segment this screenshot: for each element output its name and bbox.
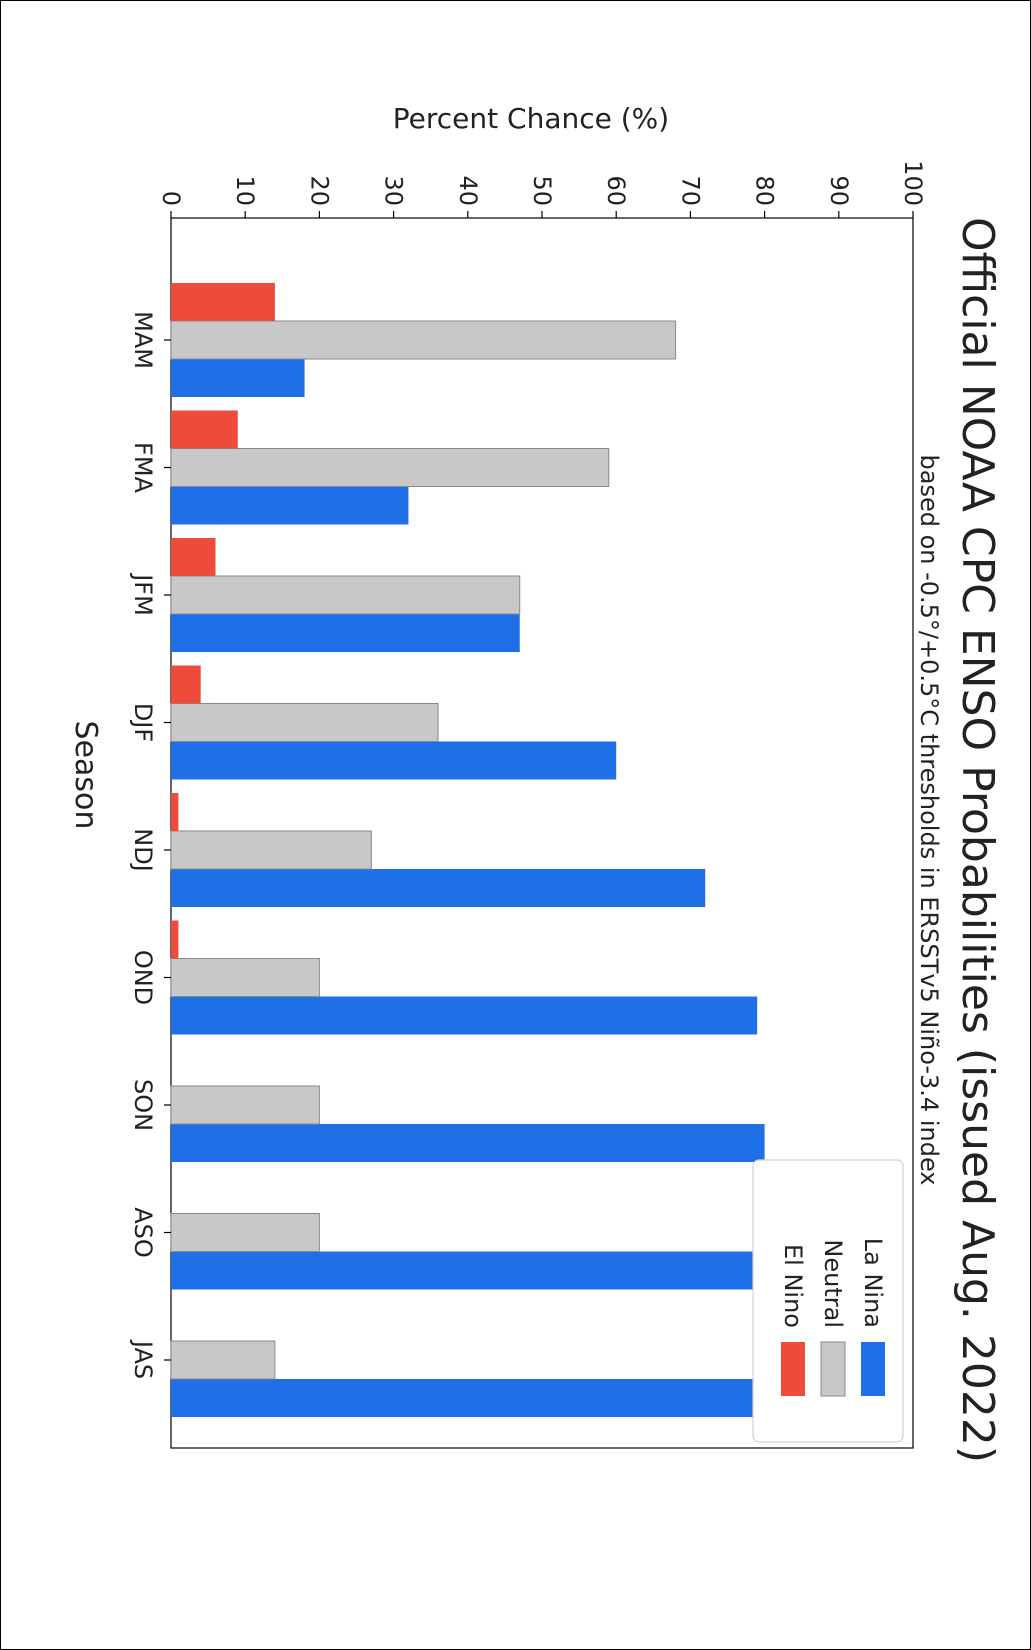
y-tick-label-70: 70 <box>676 175 704 206</box>
legend-label-el-nino: El Nino <box>779 1244 807 1328</box>
x-tick-label-jfm: JFM <box>129 572 157 616</box>
bar-el-nino-ond <box>170 920 179 959</box>
x-tick-label-fma: FMA <box>129 442 157 494</box>
y-tick-label-10: 10 <box>231 175 259 206</box>
bar-la-nina-jfm <box>171 614 520 652</box>
bar-la-nina-aso <box>171 1251 765 1290</box>
y-axis-ticks: 0 10 20 30 40 50 60 70 80 90 100 <box>157 160 927 218</box>
x-axis-label: Season <box>68 721 103 830</box>
legend-swatch-la-nina <box>861 1342 885 1396</box>
y-tick-label-20: 20 <box>305 175 333 206</box>
legend: La Nina Neutral El Nino <box>752 1159 904 1443</box>
y-tick-label-100: 100 <box>899 160 927 206</box>
x-tick-label-jas: JAS <box>129 1339 157 1379</box>
y-tick-label-60: 60 <box>602 175 630 206</box>
x-tick-label-djf: DJF <box>129 703 157 742</box>
bar-la-nina-djf <box>171 741 617 780</box>
bar-el-nino-jfm <box>171 538 216 576</box>
legend-swatch-el-nino <box>781 1342 805 1396</box>
chart-subtitle: based on -0.5°/+0.5°C thresholds in ERSS… <box>915 455 943 1186</box>
x-tick-label-mam: MAM <box>129 311 157 369</box>
bar-la-nina-fma <box>171 486 409 525</box>
x-tick-label-ndj: NDJ <box>129 828 157 872</box>
x-axis-ticks: JAS ASO SON OND NDJ DJF JFM FMA MAM <box>129 311 171 1379</box>
x-tick-label-ond: OND <box>129 950 157 1005</box>
bar-neutral-mam <box>170 320 677 360</box>
bar-neutral-ndj <box>170 830 372 870</box>
legend-swatch-neutral <box>820 1341 846 1397</box>
bar-neutral-fma <box>170 448 610 487</box>
legend-label-la-nina: La Nina <box>859 1238 887 1328</box>
bar-neutral-ond <box>170 958 320 997</box>
bar-el-nino-mam <box>171 283 275 321</box>
x-tick-label-aso: ASO <box>129 1207 157 1258</box>
x-tick-label-son: SON <box>129 1079 157 1131</box>
y-axis-label: Percent Chance (%) <box>393 102 669 135</box>
bar-group <box>170 283 810 1417</box>
y-tick-label-40: 40 <box>454 175 482 206</box>
bar-la-nina-ond <box>171 996 758 1035</box>
bar-neutral-son <box>170 1085 320 1125</box>
bar-el-nino-fma <box>171 410 238 449</box>
y-tick-label-0: 0 <box>157 191 185 206</box>
bar-el-nino-djf <box>170 665 201 704</box>
bar-neutral-jas <box>170 1340 276 1380</box>
bar-neutral-jfm <box>170 575 521 615</box>
bar-la-nina-son <box>171 1124 765 1162</box>
bar-neutral-djf <box>170 703 439 742</box>
y-tick-label-90: 90 <box>825 175 853 206</box>
y-tick-label-50: 50 <box>528 175 556 206</box>
chart-title: Official NOAA CPC ENSO Probabilities (is… <box>952 217 1003 1463</box>
bar-la-nina-jas <box>171 1379 810 1417</box>
legend-label-neutral: Neutral <box>819 1239 847 1328</box>
bar-la-nina-ndj <box>171 869 706 907</box>
bar-la-nina-mam <box>171 359 305 397</box>
bar-neutral-aso <box>170 1213 320 1252</box>
bar-el-nino-ndj <box>170 793 179 831</box>
y-tick-label-30: 30 <box>380 175 408 206</box>
y-tick-label-80: 80 <box>751 175 779 206</box>
